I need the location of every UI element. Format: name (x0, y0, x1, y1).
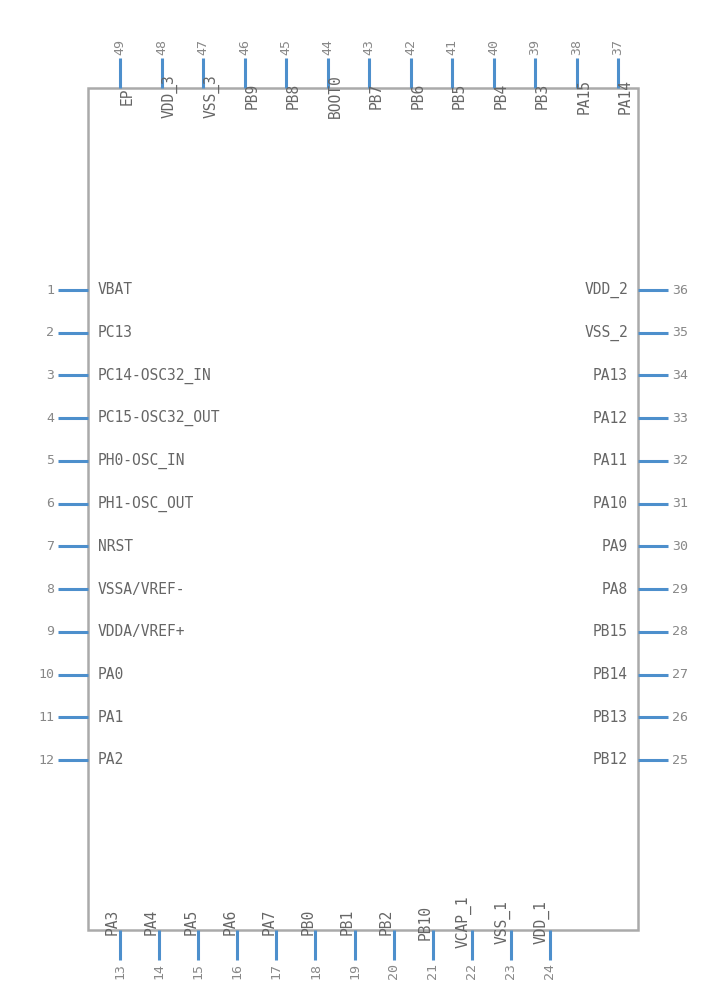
Text: PB13: PB13 (593, 710, 628, 725)
Text: VSS_1: VSS_1 (495, 900, 511, 943)
Text: 41: 41 (446, 39, 459, 55)
Text: VBAT: VBAT (98, 282, 133, 297)
Text: 14: 14 (153, 963, 165, 979)
Text: 13: 13 (114, 963, 127, 979)
Text: PA11: PA11 (593, 454, 628, 469)
Text: PC15-OSC32_OUT: PC15-OSC32_OUT (98, 410, 221, 426)
Text: PB7: PB7 (369, 83, 384, 109)
Text: 3: 3 (46, 369, 54, 382)
Text: 47: 47 (197, 39, 210, 55)
Text: PB10: PB10 (418, 904, 432, 939)
Text: 27: 27 (672, 668, 688, 681)
Text: PB14: PB14 (593, 667, 628, 682)
Text: PA3: PA3 (105, 909, 120, 935)
Text: 23: 23 (505, 963, 518, 979)
Text: 30: 30 (672, 540, 688, 552)
Text: PH1-OSC_OUT: PH1-OSC_OUT (98, 496, 194, 512)
Text: PA14: PA14 (618, 79, 633, 114)
Text: VSS_2: VSS_2 (585, 325, 628, 341)
Text: 24: 24 (544, 963, 556, 979)
Text: PA7: PA7 (261, 909, 277, 935)
Text: 40: 40 (487, 39, 500, 55)
Text: 8: 8 (46, 583, 54, 596)
Text: BOOT0: BOOT0 (328, 75, 342, 118)
Text: 29: 29 (672, 583, 688, 596)
Text: PA15: PA15 (577, 79, 592, 114)
Text: EP: EP (120, 88, 135, 105)
Text: 5: 5 (46, 455, 54, 468)
Text: 34: 34 (672, 369, 688, 382)
Text: PA1: PA1 (98, 710, 124, 725)
Text: 37: 37 (612, 39, 625, 55)
Text: 35: 35 (672, 327, 688, 340)
Bar (88, 88, 638, 930)
Text: VSS_3: VSS_3 (203, 75, 219, 118)
Text: PB0: PB0 (301, 909, 315, 935)
Text: PA5: PA5 (183, 909, 198, 935)
Text: PB12: PB12 (593, 753, 628, 767)
Text: PB5: PB5 (452, 83, 467, 109)
Text: 21: 21 (426, 963, 439, 979)
Text: 15: 15 (191, 963, 205, 979)
Text: VDD_3: VDD_3 (162, 75, 178, 118)
Text: 9: 9 (46, 625, 54, 638)
Text: 39: 39 (529, 39, 542, 55)
Text: 20: 20 (387, 963, 400, 979)
Text: 32: 32 (672, 455, 688, 468)
Text: 28: 28 (672, 625, 688, 638)
Text: PA2: PA2 (98, 753, 124, 767)
Text: PC13: PC13 (98, 326, 133, 341)
Text: PA0: PA0 (98, 667, 124, 682)
Text: PB8: PB8 (286, 83, 301, 109)
Text: 26: 26 (672, 711, 688, 724)
Text: PB2: PB2 (379, 909, 394, 935)
Text: VCAP_1: VCAP_1 (456, 896, 472, 949)
Text: PB6: PB6 (411, 83, 425, 109)
Text: PA4: PA4 (144, 909, 159, 935)
Text: PA6: PA6 (222, 909, 237, 935)
Text: 12: 12 (38, 754, 54, 766)
Text: PA9: PA9 (602, 539, 628, 553)
Text: 22: 22 (465, 963, 478, 979)
Text: VDDA/VREF+: VDDA/VREF+ (98, 624, 186, 639)
Text: PB15: PB15 (593, 624, 628, 639)
Text: 1: 1 (46, 283, 54, 296)
Text: 19: 19 (348, 963, 361, 979)
Text: NRST: NRST (98, 539, 133, 553)
Text: 42: 42 (404, 39, 417, 55)
Text: PB4: PB4 (494, 83, 508, 109)
Text: 4: 4 (46, 411, 54, 424)
Text: PC14-OSC32_IN: PC14-OSC32_IN (98, 367, 212, 384)
Text: VSSA/VREF-: VSSA/VREF- (98, 582, 186, 597)
Text: 16: 16 (231, 963, 244, 979)
Text: 43: 43 (363, 39, 376, 55)
Text: PB1: PB1 (339, 909, 355, 935)
Text: VDD_2: VDD_2 (585, 282, 628, 298)
Text: 6: 6 (46, 497, 54, 510)
Text: PA10: PA10 (593, 496, 628, 511)
Text: 45: 45 (280, 39, 293, 55)
Text: 46: 46 (238, 39, 251, 55)
Text: PH0-OSC_IN: PH0-OSC_IN (98, 453, 186, 469)
Text: VDD_1: VDD_1 (534, 900, 550, 943)
Text: 49: 49 (114, 39, 127, 55)
Text: 25: 25 (672, 754, 688, 766)
Text: 2: 2 (46, 327, 54, 340)
Text: PB3: PB3 (535, 83, 550, 109)
Text: 31: 31 (672, 497, 688, 510)
Text: 48: 48 (155, 39, 168, 55)
Text: 44: 44 (321, 39, 334, 55)
Text: 17: 17 (270, 963, 283, 979)
Text: PB9: PB9 (245, 83, 259, 109)
Text: PA12: PA12 (593, 410, 628, 425)
Text: 36: 36 (672, 283, 688, 296)
Text: 10: 10 (38, 668, 54, 681)
Text: 18: 18 (309, 963, 322, 979)
Text: 11: 11 (38, 711, 54, 724)
Text: 7: 7 (46, 540, 54, 552)
Text: 38: 38 (570, 39, 583, 55)
Text: PA8: PA8 (602, 582, 628, 597)
Text: PA13: PA13 (593, 368, 628, 383)
Text: 33: 33 (672, 411, 688, 424)
